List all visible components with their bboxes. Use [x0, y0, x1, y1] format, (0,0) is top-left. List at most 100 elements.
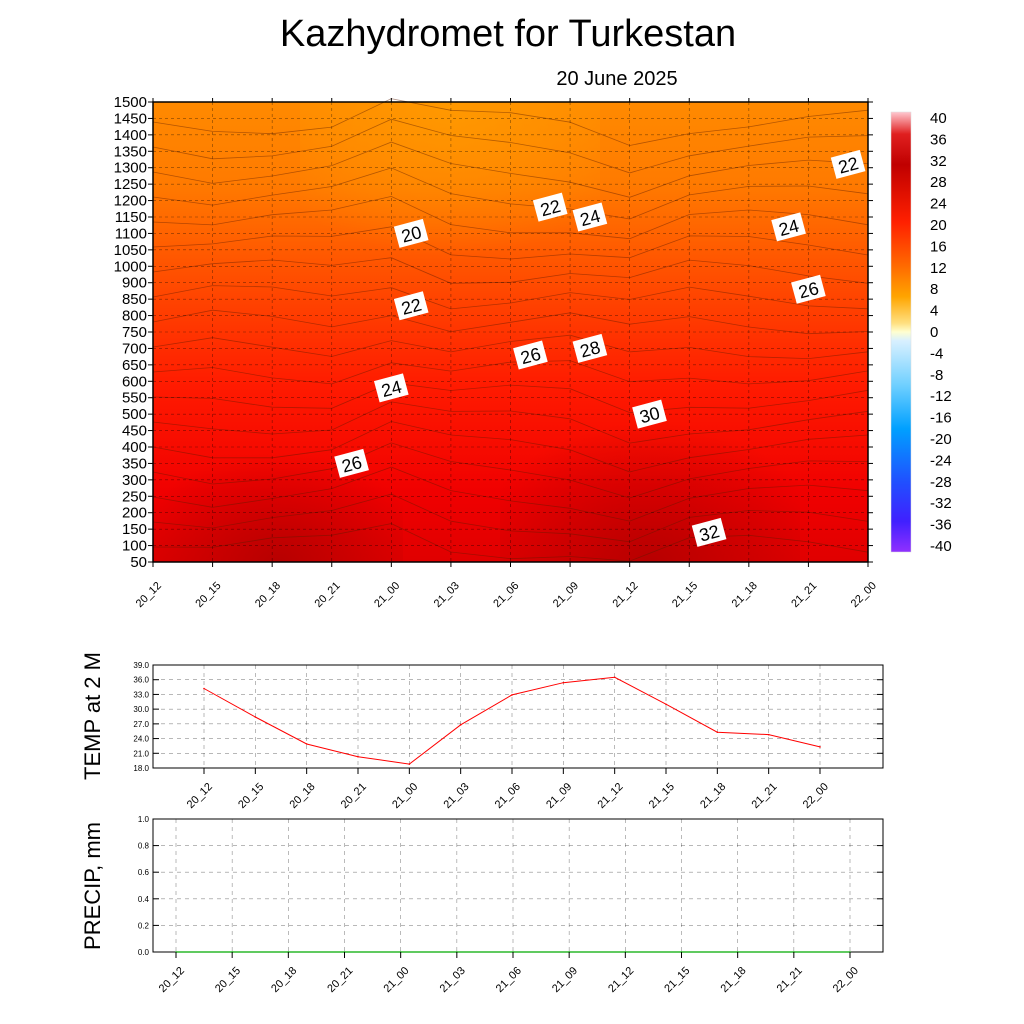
precip-panel: 1.00.80.60.40.20.0 20_12 20_15 20_18 20_21 2… — [80, 815, 884, 995]
temp-ylabel: TEMP at 2 M — [80, 652, 105, 780]
x-tick-label: 20_21 — [325, 965, 355, 995]
y-tick-label: 450 — [122, 423, 147, 440]
data-point — [819, 746, 821, 748]
temp-frame — [152, 664, 884, 769]
x-tick-label: 22_00 — [831, 965, 861, 995]
colorbar-tick-label: -4 — [930, 345, 943, 362]
x-tick-label: 21_21 — [789, 580, 819, 610]
y-tick-label: 1450 — [114, 110, 147, 127]
y-tick-label: 500 — [122, 406, 147, 423]
y-tick-label: 0.4 — [138, 895, 150, 904]
data-point — [203, 687, 205, 690]
contour-label-box — [632, 399, 667, 429]
data-point — [716, 731, 719, 733]
contour-label-box — [373, 373, 409, 403]
colorbar-tick-label: -32 — [930, 495, 952, 512]
temp-y-axis: 39.0 36.0 33.0 30.0 27.0 24.0 21.0 18.0 — [133, 661, 883, 773]
colorbar-tick-label: -12 — [930, 388, 952, 405]
colorbar-labels: 4036322824201612840-4-8-12-16-20-24-28-3… — [930, 110, 952, 555]
colorbar-tick-label: 40 — [930, 110, 947, 127]
y-tick-label: 300 — [122, 472, 147, 489]
y-tick-label: 800 — [122, 308, 147, 325]
contour-label: 24 — [771, 212, 806, 242]
heatmap-hot-region-right — [500, 330, 800, 562]
contour-label-box — [532, 192, 568, 222]
contour-label-box — [334, 448, 369, 478]
x-tick-label: 22_00 — [801, 781, 831, 811]
colorbar-tick-label: 8 — [930, 281, 938, 298]
x-tick-label: 21_03 — [438, 965, 468, 995]
data-point — [357, 755, 359, 758]
contour-label: 26 — [791, 274, 826, 304]
y-tick-label: 1150 — [115, 209, 147, 226]
x-tick-label: 20_15 — [193, 580, 223, 610]
y-tick-label: 1.0 — [138, 815, 150, 824]
x-tick-label: 21_21 — [775, 965, 805, 995]
contour-label: 20 — [393, 218, 429, 248]
x-tick-label: 21_09 — [544, 781, 574, 811]
colorbar-tick-label: 28 — [930, 174, 947, 191]
data-point — [254, 716, 257, 718]
y-tick-label: 1000 — [114, 258, 147, 275]
x-tick-label: 20_12 — [185, 781, 215, 811]
heatmap-y-axis: 5010015020025030035040045050055060065070… — [114, 94, 873, 571]
x-tick-label: 21_15 — [662, 965, 692, 995]
y-tick-label: 900 — [122, 275, 147, 292]
contour-label: 22 — [532, 192, 568, 222]
y-tick-label: 1250 — [114, 176, 147, 193]
data-point — [408, 763, 411, 765]
colorbar-tick-label: -36 — [930, 517, 952, 534]
contour-label: 24 — [572, 202, 608, 232]
x-tick-label: 20_18 — [269, 965, 299, 995]
y-tick-label: 18.0 — [133, 764, 149, 773]
x-tick-label: 21_00 — [390, 781, 420, 811]
colorbar-tick-label: 16 — [930, 238, 947, 255]
precip-frame — [152, 818, 884, 953]
x-tick-label: 20_15 — [213, 965, 243, 995]
x-tick-label: 20_21 — [339, 781, 369, 811]
colorbar-tick-label: 4 — [930, 303, 938, 320]
y-tick-label: 700 — [122, 340, 147, 357]
contour-label-box — [513, 340, 548, 370]
y-tick-label: 100 — [122, 538, 147, 555]
x-tick-label: 21_15 — [670, 580, 700, 610]
y-tick-label: 24.0 — [133, 735, 149, 744]
x-tick-label: 21_12 — [595, 781, 625, 811]
y-tick-label: 27.0 — [133, 720, 149, 729]
contour-label: 30 — [632, 399, 667, 429]
contour-label-box — [393, 291, 429, 321]
y-tick-label: 1350 — [114, 143, 147, 160]
precip-y-axis: 1.0 0.8 0.6 0.4 0.2 0.0 — [138, 815, 883, 957]
x-tick-label: 21_00 — [381, 965, 411, 995]
contour-label: 32 — [691, 517, 727, 547]
y-tick-label: 1400 — [114, 127, 147, 144]
x-tick-label: 20_15 — [236, 781, 266, 811]
x-tick-label: 21_09 — [550, 965, 580, 995]
y-tick-label: 350 — [122, 455, 147, 472]
x-tick-label: 21_03 — [441, 781, 471, 811]
colorbar-tick-label: 24 — [930, 196, 947, 213]
data-point — [613, 676, 616, 679]
contour-label-box — [691, 517, 727, 547]
temp-points — [203, 676, 821, 765]
chart-title: Kazhydromet for Turkestan — [280, 13, 736, 55]
data-point — [562, 681, 565, 684]
y-tick-label: 250 — [122, 488, 147, 505]
y-tick-label: 150 — [122, 521, 147, 538]
x-tick-label: 21_06 — [493, 781, 523, 811]
x-tick-label: 21_12 — [606, 965, 636, 995]
x-tick-label: 21_03 — [432, 580, 462, 610]
x-tick-label: 21_18 — [718, 965, 748, 995]
contour-label-box — [830, 149, 866, 179]
colorbar-tick-label: -28 — [930, 474, 952, 491]
contour-label: 28 — [572, 333, 608, 363]
x-tick-label: 21_18 — [730, 580, 760, 610]
y-tick-label: 1500 — [114, 94, 147, 111]
contour-label-box — [771, 212, 806, 242]
contour-label: 26 — [513, 340, 548, 370]
y-tick-label: 850 — [122, 291, 147, 308]
y-tick-label: 600 — [122, 373, 147, 390]
x-tick-label: 21_18 — [698, 781, 728, 811]
y-tick-label: 400 — [122, 439, 147, 456]
